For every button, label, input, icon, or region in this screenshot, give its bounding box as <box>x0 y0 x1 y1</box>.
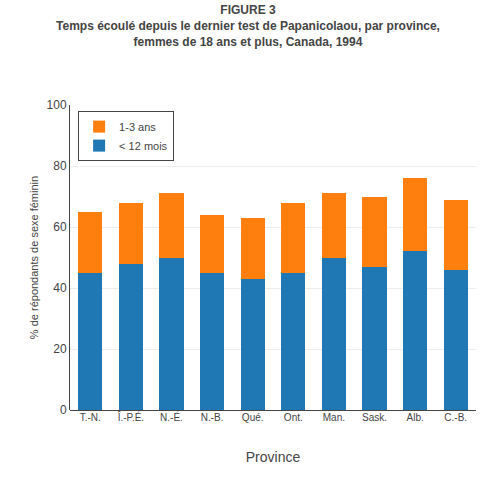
svg-text:% de répondants de sexe fémini: % de répondants de sexe féminin <box>28 176 40 339</box>
svg-text:< 12 mois: < 12 mois <box>119 140 167 152</box>
svg-text:100: 100 <box>47 98 67 112</box>
svg-text:Alb.: Alb. <box>406 412 423 423</box>
svg-text:C.-B.: C.-B. <box>444 412 467 423</box>
svg-text:Î.-P.É.: Î.-P.É. <box>117 411 145 423</box>
svg-text:Sask.: Sask. <box>362 412 387 423</box>
svg-text:Man.: Man. <box>323 412 345 423</box>
svg-text:N.-B.: N.-B. <box>201 412 224 423</box>
svg-text:80: 80 <box>53 159 67 173</box>
svg-text:20: 20 <box>53 342 67 356</box>
svg-text:1-3 ans: 1-3 ans <box>119 121 156 133</box>
svg-text:60: 60 <box>53 220 67 234</box>
svg-text:FIGURE 3Temps écoulé depuis le: FIGURE 3Temps écoulé depuis le dernier t… <box>56 3 440 48</box>
svg-text:Ont.: Ont. <box>284 412 303 423</box>
svg-text:Qué.: Qué. <box>242 412 264 423</box>
svg-text:T.-N.: T.-N. <box>80 412 101 423</box>
svg-text:N.-É.: N.-É. <box>160 411 183 423</box>
svg-text:0: 0 <box>60 403 67 417</box>
svg-text:40: 40 <box>53 281 67 295</box>
svg-text:Province: Province <box>246 449 301 465</box>
